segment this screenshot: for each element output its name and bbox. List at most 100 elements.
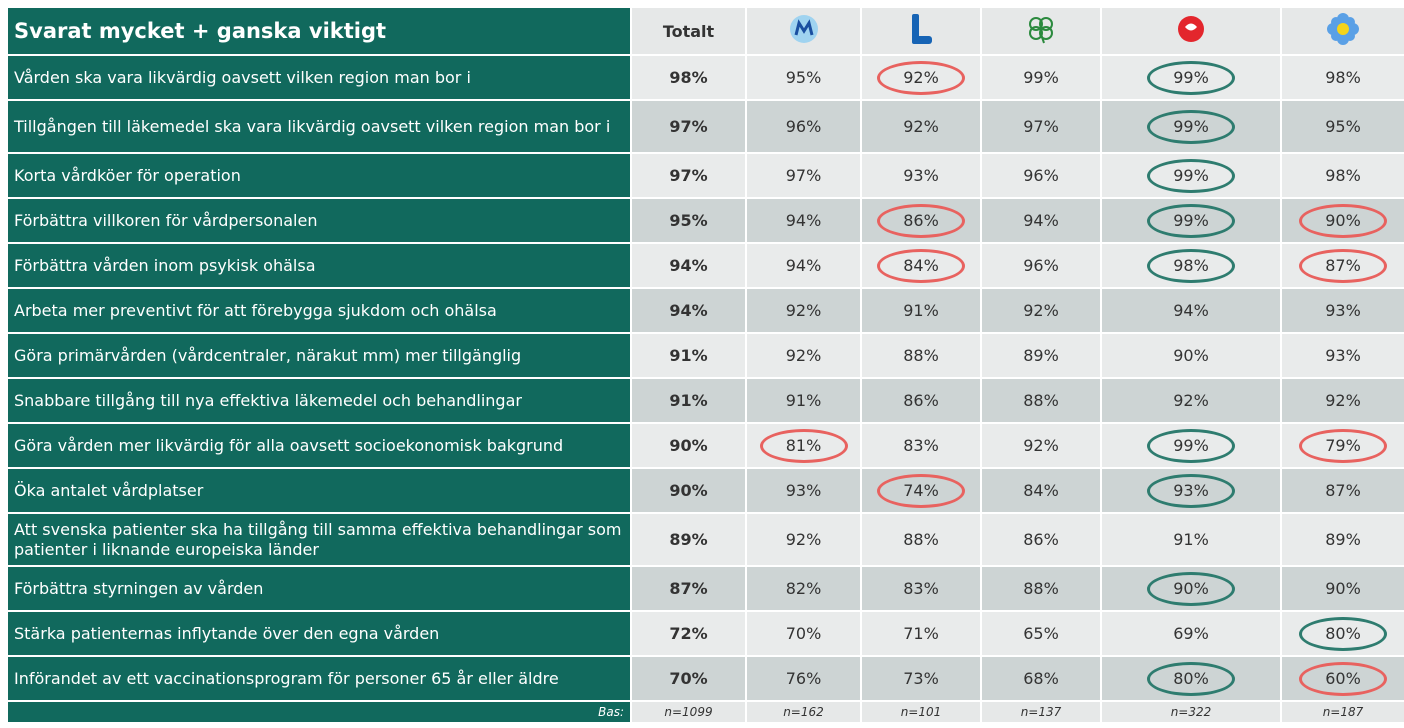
circled-value: 99%	[1147, 158, 1235, 193]
value-cell: 73%	[860, 655, 982, 702]
value-cell: 94%	[980, 197, 1102, 244]
row-label: Förbättra vården inom psykisk ohälsa	[6, 242, 632, 289]
value-cell: 71%	[860, 610, 982, 657]
value-cell: 96%	[745, 99, 862, 154]
value-cell: 82%	[745, 565, 862, 612]
value-cell: 89%	[980, 332, 1102, 379]
value-cell: 97%	[980, 99, 1102, 154]
table-row: Öka antalet vårdplatser 90% 93% 74% 84% 93% 87…	[6, 467, 1404, 514]
table-row: Införandet av ett vaccinationsprogram fö…	[6, 655, 1404, 702]
value-cell: 86%	[980, 512, 1102, 567]
value-cell: 92%	[745, 332, 862, 379]
party-logo	[745, 6, 862, 56]
table-row: Göra vården mer likvärdig för alla oavse…	[6, 422, 1404, 469]
party-logo	[980, 6, 1102, 56]
value-cell: 90%	[1280, 197, 1404, 244]
value-cell: 91%	[630, 377, 747, 424]
value-cell: 99%	[980, 54, 1102, 101]
value-cell: 79%	[1280, 422, 1404, 469]
value-cell: 80%	[1280, 610, 1404, 657]
circled-value: 84%	[877, 248, 965, 283]
party-logo	[1280, 6, 1404, 56]
base-count: n=162	[745, 700, 862, 724]
value-cell: 90%	[1100, 332, 1282, 379]
row-label: Göra primärvården (vårdcentraler, näraku…	[6, 332, 632, 379]
value-cell: 94%	[1100, 287, 1282, 334]
value-cell: 87%	[630, 565, 747, 612]
value-cell: 96%	[980, 242, 1102, 289]
table-row: Förbättra vården inom psykisk ohälsa 94% 9…	[6, 242, 1404, 289]
value-cell: 86%	[860, 377, 982, 424]
value-cell: 72%	[630, 610, 747, 657]
value-cell: 91%	[745, 377, 862, 424]
value-cell: 94%	[745, 197, 862, 244]
row-label: Arbeta mer preventivt för att förebygga …	[6, 287, 632, 334]
value-cell: 91%	[630, 332, 747, 379]
value-cell: 94%	[745, 242, 862, 289]
footer-row: Bas: n=1099 n=162 n=101 n=137 n=322 n=187	[6, 700, 1404, 724]
value-cell: 92%	[745, 287, 862, 334]
base-count: n=101	[860, 700, 982, 724]
value-cell: 83%	[860, 422, 982, 469]
table-row: Snabbare tillgång till nya effektiva läk…	[6, 377, 1404, 424]
value-cell: 91%	[1100, 512, 1282, 567]
value-cell: 88%	[860, 332, 982, 379]
value-cell: 88%	[980, 377, 1102, 424]
value-cell: 69%	[1100, 610, 1282, 657]
value-cell: 81%	[745, 422, 862, 469]
base-count: n=137	[980, 700, 1102, 724]
circled-value: 79%	[1299, 428, 1387, 463]
table-row: Förbättra styrningen av vården 87% 82% 83% 8…	[6, 565, 1404, 612]
survey-table: Svarat mycket + ganska viktigt Totalt Vå…	[6, 6, 1404, 724]
table-row: Stärka patienternas inflytande över den …	[6, 610, 1404, 657]
value-cell: 98%	[630, 54, 747, 101]
value-cell: 76%	[745, 655, 862, 702]
value-cell: 65%	[980, 610, 1102, 657]
value-cell: 93%	[1100, 467, 1282, 514]
column-header: Totalt	[630, 6, 747, 56]
circled-value: 81%	[759, 428, 848, 463]
value-cell: 68%	[980, 655, 1102, 702]
table-row: Tillgången till läkemedel ska vara likvä…	[6, 99, 1404, 154]
row-label: Införandet av ett vaccinationsprogram fö…	[6, 655, 632, 702]
value-cell: 97%	[630, 152, 747, 199]
circled-value: 98%	[1147, 248, 1235, 283]
value-cell: 93%	[745, 467, 862, 514]
value-cell: 84%	[860, 242, 982, 289]
value-cell: 84%	[980, 467, 1102, 514]
value-cell: 86%	[860, 197, 982, 244]
base-count: n=187	[1280, 700, 1404, 724]
row-label: Snabbare tillgång till nya effektiva läk…	[6, 377, 632, 424]
value-cell: 98%	[1280, 152, 1404, 199]
row-label: Stärka patienternas inflytande över den …	[6, 610, 632, 657]
value-cell: 87%	[1280, 242, 1404, 289]
value-cell: 95%	[630, 197, 747, 244]
circled-value: 99%	[1147, 60, 1235, 95]
value-cell: 93%	[1280, 287, 1404, 334]
value-cell: 96%	[980, 152, 1102, 199]
table-row: Att svenska patienter ska ha tillgång ti…	[6, 512, 1404, 567]
row-label: Öka antalet vårdplatser	[6, 467, 632, 514]
value-cell: 99%	[1100, 152, 1282, 199]
row-label: Vården ska vara likvärdig oavsett vilken…	[6, 54, 632, 101]
circled-value: 74%	[877, 473, 965, 508]
circled-value: 90%	[1147, 571, 1235, 606]
value-cell: 97%	[745, 152, 862, 199]
row-label: Göra vården mer likvärdig för alla oavse…	[6, 422, 632, 469]
value-cell: 89%	[630, 512, 747, 567]
row-label: Förbättra villkoren för vårdpersonalen	[6, 197, 632, 244]
value-cell: 91%	[860, 287, 982, 334]
value-cell: 94%	[630, 287, 747, 334]
value-cell: 80%	[1100, 655, 1282, 702]
table-row: Göra primärvården (vårdcentraler, näraku…	[6, 332, 1404, 379]
table-row: Vården ska vara likvärdig oavsett vilken…	[6, 54, 1404, 101]
value-cell: 93%	[1280, 332, 1404, 379]
value-cell: 60%	[1280, 655, 1404, 702]
value-cell: 99%	[1100, 197, 1282, 244]
row-label: Korta vårdköer för operation	[6, 152, 632, 199]
table-title: Svarat mycket + ganska viktigt	[6, 6, 632, 56]
value-cell: 88%	[980, 565, 1102, 612]
value-cell: 90%	[630, 467, 747, 514]
circled-value: 90%	[1299, 203, 1387, 238]
